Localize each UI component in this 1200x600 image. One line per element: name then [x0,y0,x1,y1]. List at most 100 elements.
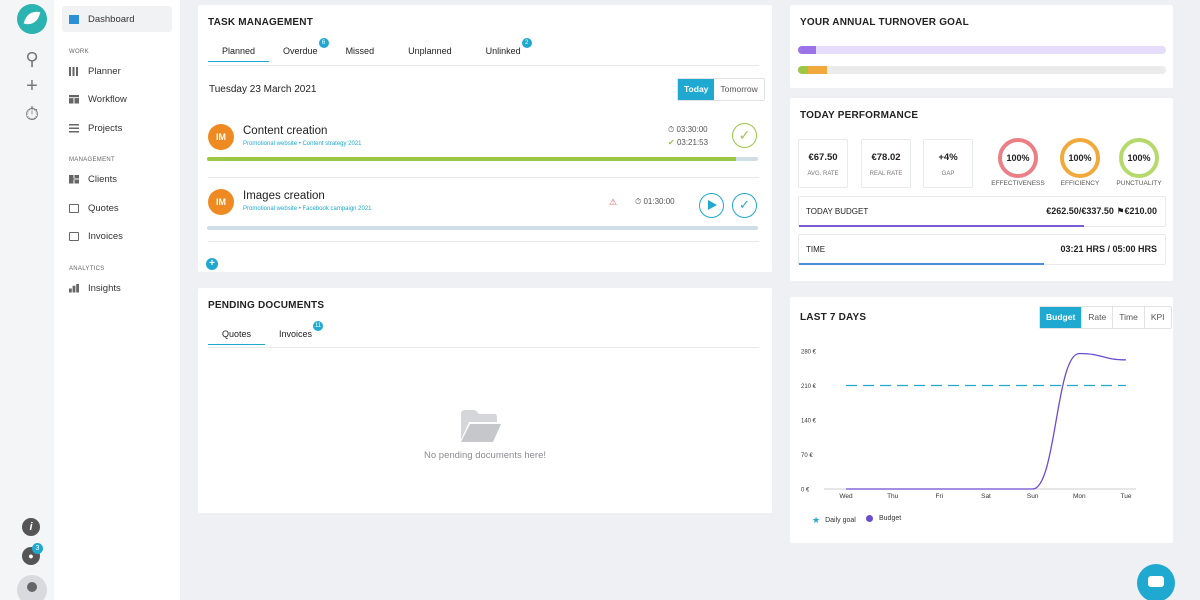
stat-label: AVG. RATE [807,171,839,177]
add-icon[interactable]: + [26,75,38,97]
ring-label: PUNCTUALITY [1116,180,1162,187]
selected-date: Tuesday 23 March 2021 [209,84,317,95]
section-work: WORK [69,49,89,55]
sidebar-item-insights[interactable]: Insights [62,275,172,301]
sidebar-item-label: Clients [88,173,118,185]
sidebar-item-quotes[interactable]: Quotes [62,195,172,221]
card-title: TODAY PERFORMANCE [800,110,919,121]
time-progress-line [799,263,1045,265]
punctuality-ring: 100% [1119,138,1159,178]
tab-overdue[interactable]: Overdue 6 [269,38,332,62]
count-badge: 2 [521,38,532,48]
y-tick-label: 0 € [801,488,810,494]
budget-button[interactable]: Budget [1040,307,1082,328]
app-logo-icon[interactable] [17,4,47,34]
empty-state-text: No pending documents here! [424,450,546,461]
user-avatar[interactable] [17,575,47,600]
invoices-icon [69,231,79,241]
kpi-button[interactable]: KPI [1143,307,1171,328]
tab-label: Invoices [279,329,313,339]
sidebar-item-workflow[interactable]: Workflow [62,86,172,112]
sidebar-item-clients[interactable]: Clients [62,166,172,192]
tab-planned[interactable]: Planned [208,40,270,62]
task-project: Promotional website [243,206,298,212]
sidebar-item-planner[interactable]: Planner [62,58,172,84]
y-tick-label: 70 € [801,453,813,459]
budget-value: €262.50/€337.50 [1046,206,1114,216]
task-item[interactable]: IM Content creation Promotional website … [198,118,772,173]
budget-line-chart: 280 € 210 € 140 € 70 € 0 € Wed Thu Fri Sat Sun Mon… [801,350,1136,500]
legend-daily-goal: ★ Daily goal [812,515,856,526]
sidebar-item-label: Planner [88,65,121,77]
today-budget-row: TODAY BUDGET €262.50/€337.50 ⚑€210.00 [798,196,1166,227]
sidebar-item-label: Invoices [88,230,123,242]
turnover-progress-bar [798,66,1166,74]
task-item[interactable]: IM Images creation Promotional website •… [198,185,772,240]
x-tick-label: Sun [1027,493,1039,500]
stat-value: +4% [938,152,958,163]
rate-button[interactable]: Rate [1081,307,1112,328]
add-task-button[interactable]: + [206,258,218,270]
info-icon[interactable]: i [22,518,40,536]
folder-icon [461,410,501,442]
x-tick-label: Mon [1073,493,1086,500]
complete-task-button[interactable]: ✓ [732,193,757,218]
divider [208,347,759,348]
tab-invoices[interactable]: Invoices 11 [265,321,326,345]
tab-missed[interactable]: Missed [332,40,389,62]
sidebar-item-label: Quotes [88,202,119,214]
divider [208,65,759,66]
row-label: TODAY BUDGET [806,207,869,216]
complete-task-button[interactable]: ✓ [732,123,757,148]
stat-label: REAL RATE [869,171,903,177]
sidebar-item-projects[interactable]: Projects [62,115,172,141]
card-title: PENDING DOCUMENTS [208,300,325,311]
day-toggle: Today Tomorrow [677,78,765,101]
tab-label: Planned [222,46,256,56]
card-title: TASK MANAGEMENT [208,17,314,28]
section-analytics: ANALYTICS [69,266,105,272]
y-tick-label: 210 € [801,384,817,390]
search-icon[interactable]: ⚲ [25,49,39,69]
stat-value: €67.50 [808,152,838,163]
tomorrow-button[interactable]: Tomorrow [720,84,758,94]
sidebar-item-invoices[interactable]: Invoices [62,223,172,249]
task-title: Content creation [243,125,328,137]
ring-label: EFFECTIVENESS [991,180,1045,187]
chat-icon[interactable] [1137,564,1175,600]
task-management-card: TASK MANAGEMENT Planned Overdue 6 Missed … [198,5,772,272]
tab-quotes[interactable]: Quotes [208,323,266,345]
play-task-button[interactable] [699,193,724,218]
time-row: TIME 03:21 HRS / 05:00 HRS [798,234,1166,265]
timer-icon[interactable]: ⏱ [24,104,40,124]
legend-budget: Budget [866,515,901,522]
flag-icon: ⚑ [1116,206,1125,216]
budget-progress-line [799,225,1085,227]
turnover-progress-fill [798,66,828,74]
task-title: Images creation [243,190,325,202]
projects-icon [69,123,79,133]
planner-icon [69,66,79,76]
row-label: TIME [806,245,826,254]
row-value: 03:21 HRS / 05:00 HRS [1060,244,1157,254]
today-button[interactable]: Today [678,79,715,100]
check-circle-icon: ✔ [668,138,675,147]
divider [208,177,759,178]
x-tick-label: Thu [887,493,899,500]
card-title: YOUR ANNUAL TURNOVER GOAL [800,17,969,28]
stat-value: €78.02 [871,152,901,163]
sidebar-item-label: Insights [88,282,121,294]
legend-label: Budget [879,515,902,522]
tab-unplanned[interactable]: Unplanned [388,40,472,62]
tab-unlinked[interactable]: Unlinked 2 [472,38,535,62]
task-subtitle: Promotional website • Content strategy 2… [243,141,362,147]
last-7-days-card: LAST 7 DAYS Budget Rate Time KPI 280 € 21… [790,297,1173,543]
count-badge: 6 [318,38,329,48]
tab-label: Quotes [222,329,252,339]
x-tick-label: Fri [936,493,944,500]
sidebar-item-dashboard[interactable]: Dashboard [62,6,172,32]
task-avatar: IM [208,189,234,215]
notification-badge: 3 [32,543,43,554]
planned-time-value: 03:30:00 [676,125,708,134]
time-button[interactable]: Time [1112,307,1144,328]
